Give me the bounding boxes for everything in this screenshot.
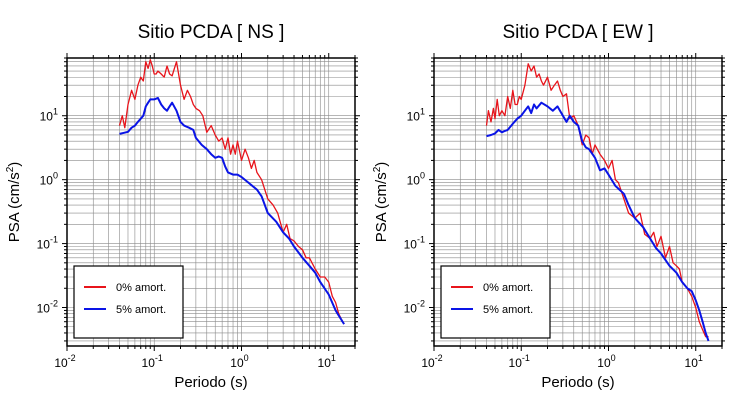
y-tick-label: 101 <box>407 107 425 124</box>
x-tick-label: 10-1 <box>509 353 530 370</box>
y-tick-label: 10-1 <box>37 235 58 252</box>
x-axis-label: Periodo (s) <box>174 374 247 391</box>
y-tick-label: 10-2 <box>404 299 425 316</box>
x-tick-label-exp: 0 <box>611 353 616 363</box>
x-tick-label-exp: 0 <box>244 353 249 363</box>
x-tick-label-exp: 1 <box>698 353 703 363</box>
chart-title: Sitio PCDA [ EW ] <box>503 22 654 43</box>
y-tick-label-base: 10 <box>37 238 51 252</box>
y-tick-label: 10-2 <box>37 299 58 316</box>
y-tick-label-exp: 1 <box>53 107 58 117</box>
y-tick-label-exp: -2 <box>417 299 425 309</box>
x-tick-label: 10-1 <box>142 353 163 370</box>
series-line-amort-0 <box>118 59 345 325</box>
y-tick-label: 10-1 <box>404 235 425 252</box>
x-tick-label-base: 10 <box>54 356 68 370</box>
y-tick-label-base: 10 <box>404 302 418 316</box>
y-tick-label-base: 10 <box>40 110 54 124</box>
y-tick-label-exp: 0 <box>420 171 425 181</box>
y-axis-label-close: ) <box>373 162 390 167</box>
chart-panel-ew: Sitio PCDA [ EW ]10-2 10-1 100 10110-210-11… <box>372 22 727 391</box>
legend-label: 5% amort. <box>116 304 166 316</box>
x-tick-label: 100 <box>597 353 615 370</box>
y-tick-label-base: 10 <box>40 174 54 188</box>
y-tick-label-exp: 1 <box>420 107 425 117</box>
series-line-amort-5 <box>486 101 710 342</box>
legend-label: 5% amort. <box>483 304 533 316</box>
x-tick-label-base: 10 <box>421 356 435 370</box>
x-tick-label-exp: -1 <box>155 353 163 363</box>
series-line-amort-5 <box>119 96 345 325</box>
y-axis-label-sup: 2 <box>5 166 16 172</box>
x-tick-label-exp: 1 <box>331 353 336 363</box>
legend: 0% amort. 5% amort. <box>73 265 184 339</box>
x-tick-label-base: 10 <box>318 356 332 370</box>
x-tick-label-exp: -2 <box>68 353 76 363</box>
y-axis-label-close: ) <box>6 162 23 167</box>
plot-frame <box>433 57 723 347</box>
x-tick-label: 101 <box>685 353 703 370</box>
x-tick-label: 101 <box>318 353 336 370</box>
y-tick-label-base: 10 <box>404 238 418 252</box>
x-tick-label-base: 10 <box>597 356 611 370</box>
y-axis-label-main: PSA (cm/s <box>373 172 390 242</box>
y-tick-label: 100 <box>40 171 58 188</box>
y-tick-label-base: 10 <box>407 110 421 124</box>
y-tick-label-base: 10 <box>37 302 51 316</box>
x-tick-label-base: 10 <box>509 356 523 370</box>
x-tick-label-exp: -1 <box>522 353 530 363</box>
y-axis-label-sup: 2 <box>372 166 383 172</box>
chart-title: Sitio PCDA [ NS ] <box>138 22 285 43</box>
chart-panel-ns: Sitio PCDA [ NS ]10-2 10-1 100 10110-210-11… <box>5 22 360 391</box>
plot-frame <box>66 57 356 347</box>
y-tick-label-exp: -1 <box>50 235 58 245</box>
x-tick-label-exp: -2 <box>435 353 443 363</box>
y-axis-label: PSA (cm/s2) <box>5 162 23 243</box>
x-tick-label-base: 10 <box>685 356 699 370</box>
x-tick-label-base: 10 <box>230 356 244 370</box>
y-tick-label-exp: 0 <box>53 171 58 181</box>
x-axis-label: Periodo (s) <box>541 374 614 391</box>
legend-box <box>73 265 184 339</box>
legend-label: 0% amort. <box>116 282 166 294</box>
legend-label: 0% amort. <box>483 282 533 294</box>
x-tick-label: 10-2 <box>421 353 442 370</box>
x-tick-label: 100 <box>230 353 248 370</box>
x-tick-label: 10-2 <box>54 353 75 370</box>
x-tick-label-base: 10 <box>142 356 156 370</box>
y-tick-label-exp: -1 <box>417 235 425 245</box>
y-tick-label: 100 <box>407 171 425 188</box>
y-tick-label-exp: -2 <box>50 299 58 309</box>
y-axis-label-main: PSA (cm/s <box>6 172 23 242</box>
y-tick-label-base: 10 <box>407 174 421 188</box>
y-tick-label: 101 <box>40 107 58 124</box>
legend: 0% amort. 5% amort. <box>440 265 551 339</box>
legend-box <box>440 265 551 339</box>
y-axis-label: PSA (cm/s2) <box>372 162 390 243</box>
